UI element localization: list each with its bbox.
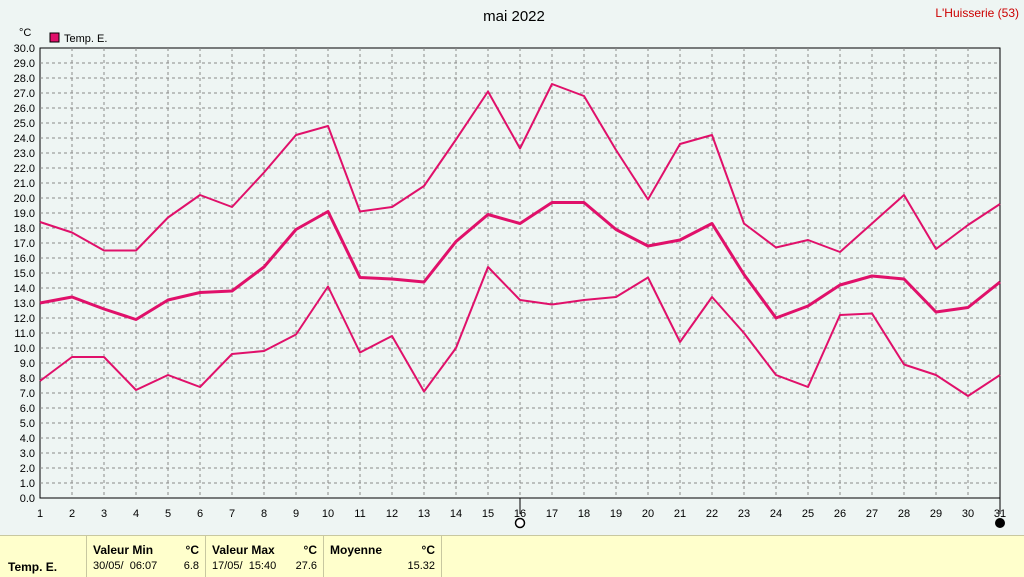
x-tick-label: 30 xyxy=(962,508,974,520)
stats-mean-label: Moyenne xyxy=(330,543,383,557)
stats-min-label: Valeur Min xyxy=(93,543,154,557)
stats-min-date: 30/05/ 06:07 xyxy=(93,560,158,572)
y-tick-label: 26.0 xyxy=(14,103,35,115)
y-tick-label: 12.0 xyxy=(14,313,35,325)
stats-panel: Temp. E. Valeur Min °C 30/05/ 06:07 6.8 … xyxy=(0,535,1024,577)
x-tick-label: 23 xyxy=(738,508,750,520)
y-tick-label: 0.0 xyxy=(20,493,35,505)
y-tick-label: 28.0 xyxy=(14,73,35,85)
y-tick-label: 27.0 xyxy=(14,88,35,100)
y-tick-label: 18.0 xyxy=(14,223,35,235)
x-tick-label: 8 xyxy=(261,508,267,520)
series-line-mean xyxy=(39,201,1001,321)
x-tick-label: 9 xyxy=(293,508,299,520)
x-axis-ticks: 1 2 3 4 5 6 7 8 9 10 11 12 13 14 15 16 17 18 19 20 21 22 23 24 2… xyxy=(37,508,1006,520)
stats-min-value: 6.8 xyxy=(183,560,199,572)
x-tick-label: 1 xyxy=(37,508,43,520)
grid-lines xyxy=(40,48,1000,498)
stats-max-cell: Valeur Max °C 17/05/ 15:40 27.6 xyxy=(206,536,324,577)
y-tick-label: 7.0 xyxy=(20,388,35,400)
y-tick-label: 22.0 xyxy=(14,163,35,175)
x-tick-label: 29 xyxy=(930,508,942,520)
series-line-min xyxy=(39,266,1001,397)
x-tick-label: 11 xyxy=(354,508,365,520)
station-name: L'Huisserie (53) xyxy=(935,6,1019,20)
stats-max-date: 17/05/ 15:40 xyxy=(212,560,277,572)
y-tick-label: 8.0 xyxy=(20,373,35,385)
series-lines xyxy=(39,83,1001,397)
y-tick-label: 14.0 xyxy=(14,283,35,295)
temperature-chart: mai 2022 L'Huisserie (53) °C Temp. E. 0.… xyxy=(14,6,1019,529)
y-tick-label: 29.0 xyxy=(14,58,35,70)
y-tick-label: 16.0 xyxy=(14,253,35,265)
x-tick-label: 15 xyxy=(482,508,494,520)
y-tick-label: 19.0 xyxy=(14,208,35,220)
y-tick-label: 20.0 xyxy=(14,193,35,205)
stats-min-cell: Valeur Min °C 30/05/ 06:07 6.8 xyxy=(87,536,206,577)
y-tick-label: 6.0 xyxy=(20,403,35,415)
y-tick-label: 3.0 xyxy=(20,448,35,460)
y-tick-label: 17.0 xyxy=(14,238,35,250)
y-tick-label: 15.0 xyxy=(14,268,35,280)
stats-max-value: 27.6 xyxy=(295,560,317,572)
x-tick-label: 24 xyxy=(770,508,782,520)
x-tick-label: 7 xyxy=(229,508,235,520)
y-tick-label: 21.0 xyxy=(14,178,35,190)
x-tick-label: 18 xyxy=(578,508,590,520)
x-tick-label: 2 xyxy=(69,508,75,520)
y-tick-label: 4.0 xyxy=(20,433,35,445)
stats-max-unit: °C xyxy=(303,543,317,557)
series-line-max xyxy=(39,83,1001,253)
x-tick-label: 17 xyxy=(546,508,558,520)
x-tick-label: 22 xyxy=(706,508,718,520)
stats-row-label: Temp. E. xyxy=(8,560,58,574)
x-tick-label: 12 xyxy=(386,508,398,520)
x-tick-label: 19 xyxy=(610,508,622,520)
chart-title: mai 2022 xyxy=(483,8,545,25)
x-tick-label: 21 xyxy=(674,508,686,520)
x-tick-label: 20 xyxy=(642,508,654,520)
x-tick-label: 27 xyxy=(866,508,878,520)
x-tick-label: 4 xyxy=(133,508,139,520)
stats-mean-unit: °C xyxy=(421,543,435,557)
x-tick-label: 26 xyxy=(834,508,846,520)
stats-min-unit: °C xyxy=(185,543,199,557)
x-tick-label: 28 xyxy=(898,508,910,520)
stats-max-label: Valeur Max xyxy=(212,543,275,557)
y-tick-label: 9.0 xyxy=(20,358,35,370)
y-tick-label: 23.0 xyxy=(14,148,35,160)
stats-mean-cell: Moyenne °C 15.32 xyxy=(324,536,442,577)
y-tick-label: 13.0 xyxy=(14,298,35,310)
y-tick-label: 11.0 xyxy=(14,328,35,340)
x-tick-label: 13 xyxy=(418,508,430,520)
x-tick-label: 3 xyxy=(101,508,107,520)
y-tick-label: 10.0 xyxy=(14,343,35,355)
y-axis-ticks: 0.0 1.0 2.0 3.0 4.0 5.0 6.0 7.0 8.0 9.0 10.0 11.0 12… xyxy=(14,43,35,505)
x-tick-label: 10 xyxy=(322,508,334,520)
stats-mean-value: 15.32 xyxy=(407,560,435,572)
y-tick-label: 24.0 xyxy=(14,133,35,145)
x-tick-label: 5 xyxy=(165,508,171,520)
y-tick-label: 2.0 xyxy=(20,463,35,475)
full-moon-icon xyxy=(995,518,1005,528)
y-tick-label: 1.0 xyxy=(20,478,35,490)
legend-label: Temp. E. xyxy=(64,33,107,45)
x-tick-label: 14 xyxy=(450,508,462,520)
y-tick-label: 25.0 xyxy=(14,118,35,130)
y-tick-label: 30.0 xyxy=(14,43,35,55)
y-axis-unit: °C xyxy=(19,27,31,39)
x-tick-label: 25 xyxy=(802,508,814,520)
stats-row-label-cell: Temp. E. xyxy=(0,536,87,577)
legend-swatch xyxy=(49,32,60,43)
moon-markers xyxy=(514,498,1005,529)
new-moon-icon xyxy=(514,517,526,529)
x-tick-label: 6 xyxy=(197,508,203,520)
y-tick-label: 5.0 xyxy=(20,418,35,430)
